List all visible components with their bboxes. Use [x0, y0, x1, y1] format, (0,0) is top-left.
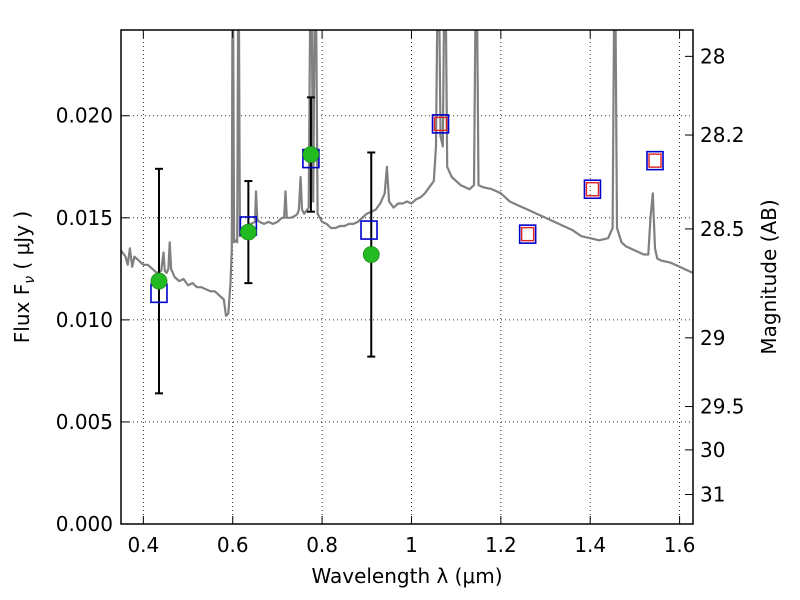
- x-tick-labels: 0.4 0.6 0.8 1 1.2 1.4 1.6: [127, 533, 695, 557]
- y-tick-labels: 0.000 0.005 0.010 0.015 0.020: [56, 104, 113, 536]
- observed-point: [302, 146, 320, 163]
- x-tick-label: 1.4: [574, 533, 606, 557]
- y-axis-label-unit: ( μJy ): [10, 211, 34, 276]
- y-axis-right-label: Magnitude (AB): [757, 199, 781, 354]
- x-tick-label: 0.8: [306, 533, 338, 557]
- model-square-blue: [646, 150, 664, 171]
- plot-frame: [120, 29, 694, 525]
- model-square-blue: [431, 114, 450, 134]
- observed-point: [239, 223, 257, 241]
- model-square-red: [648, 153, 662, 168]
- model-square-blue: [583, 179, 602, 200]
- y-tick-label: 0.000: [56, 512, 113, 536]
- x-tick-label: 0.4: [127, 533, 159, 557]
- x-tick-label: 1.6: [664, 533, 696, 557]
- mag-tick-label: 28.5: [700, 217, 745, 241]
- magnitude-tick-labels: 28 28.2 28.5 29 29.5 30 31: [700, 44, 745, 506]
- model-square-red: [433, 116, 448, 132]
- model-square-red: [585, 182, 600, 197]
- y-tick-label: 0.015: [56, 206, 113, 230]
- observed-point: [150, 272, 168, 290]
- y-axis-label-subscript: ν: [22, 276, 38, 284]
- mag-tick-label: 30: [700, 438, 725, 462]
- mag-tick-label: 31: [700, 482, 725, 506]
- mag-tick-label: 28: [700, 44, 725, 68]
- y-tick-label: 0.020: [56, 104, 113, 128]
- x-tick-label: 1.2: [485, 533, 517, 557]
- mag-tick-label: 28.2: [700, 123, 745, 147]
- model-spectrum-line: [121, 30, 693, 317]
- model-squares: [150, 114, 664, 304]
- observed-point: [362, 246, 380, 263]
- model-square-blue: [360, 220, 378, 240]
- spectrum-layer: [121, 30, 693, 317]
- model-square-blue: [518, 224, 537, 244]
- plot-background: [121, 30, 693, 524]
- y-axis-label-main: Flux F: [10, 284, 34, 343]
- x-tick-label: 1: [405, 533, 418, 557]
- y-tick-label: 0.010: [56, 308, 113, 332]
- y-tick-label: 0.005: [56, 410, 113, 434]
- observed-points: [150, 146, 380, 290]
- x-axis-label: Wavelength λ (μm): [311, 564, 502, 588]
- axis-ticks: [121, 30, 693, 525]
- y-axis-label: Flux Fν ( μJy ): [10, 211, 38, 343]
- mag-tick-label: 29.5: [700, 395, 745, 419]
- model-square-red: [520, 226, 535, 242]
- mag-tick-label: 29: [700, 326, 725, 350]
- x-tick-label: 0.6: [217, 533, 249, 557]
